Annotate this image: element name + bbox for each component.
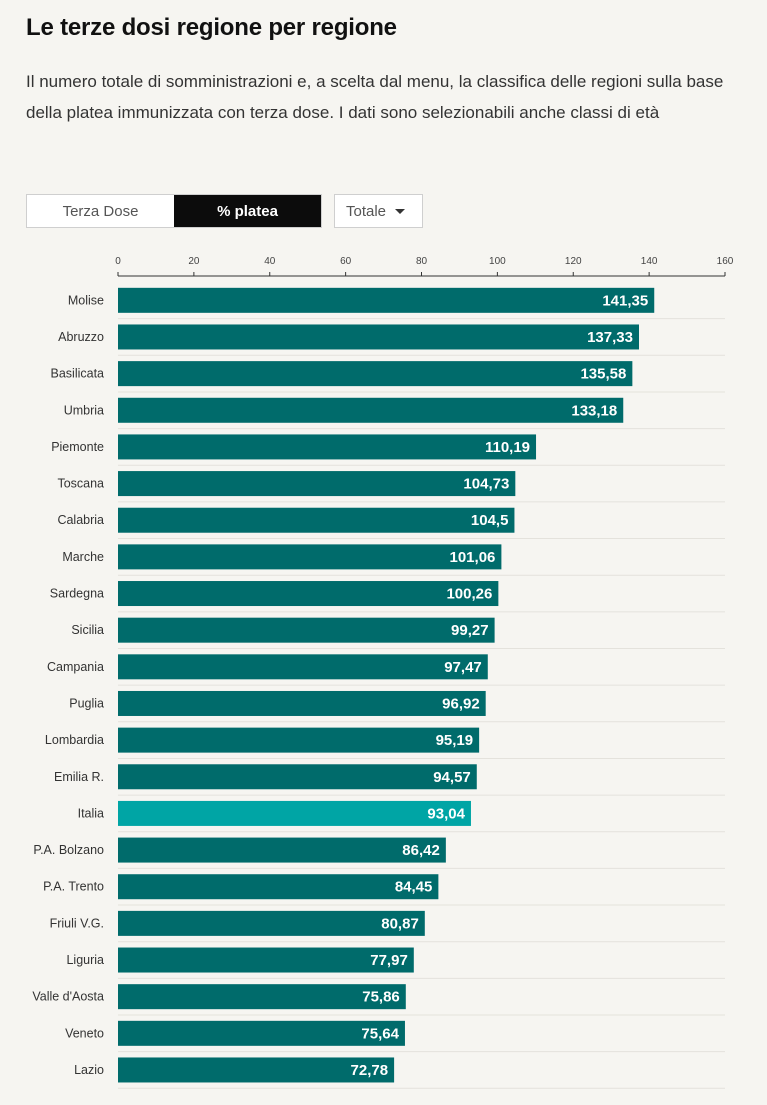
data-label: 99,27 <box>451 622 489 639</box>
bar <box>118 690 486 716</box>
category-label: Molise <box>68 293 104 307</box>
data-label: 80,87 <box>381 915 419 932</box>
data-label: 84,45 <box>395 879 433 896</box>
bar <box>118 617 495 643</box>
bar <box>118 471 516 497</box>
x-tick-label: 0 <box>115 256 121 267</box>
data-label: 135,58 <box>580 366 626 383</box>
bar <box>118 947 414 973</box>
data-label: 75,64 <box>361 1025 399 1042</box>
data-label: 72,78 <box>351 1062 389 1079</box>
data-label: 137,33 <box>587 329 633 346</box>
x-tick-label: 20 <box>188 256 200 267</box>
x-tick-label: 80 <box>416 256 428 267</box>
bar <box>118 544 502 570</box>
data-label: 95,19 <box>436 732 474 749</box>
category-label: Toscana <box>57 477 104 491</box>
metric-toggle: Terza Dose % platea <box>26 194 322 228</box>
category-label: Valle d'Aosta <box>32 990 104 1004</box>
bar <box>118 910 425 936</box>
chart-subtitle: Il numero totale di somministrazioni e, … <box>26 72 724 122</box>
data-label: 97,47 <box>444 659 482 676</box>
category-label: Puglia <box>69 696 104 710</box>
x-tick-label: 120 <box>565 256 582 267</box>
chart-title: Le terze dosi regione per regione <box>26 14 397 41</box>
data-label: 101,06 <box>450 549 496 566</box>
category-label: Calabria <box>57 513 104 527</box>
category-label: P.A. Trento <box>43 880 104 894</box>
category-label: Campania <box>47 660 104 674</box>
chevron-down-icon <box>395 208 406 214</box>
bar <box>118 764 477 790</box>
category-label: Sardegna <box>50 587 104 601</box>
bar <box>118 507 515 533</box>
data-label: 77,97 <box>370 952 408 969</box>
category-label: P.A. Bolzano <box>33 843 104 857</box>
data-label: 94,57 <box>433 769 471 786</box>
category-label: Piemonte <box>51 440 104 454</box>
bar <box>118 1057 395 1083</box>
x-tick-label: 40 <box>264 256 276 267</box>
category-label: Umbria <box>64 403 104 417</box>
data-label: 104,5 <box>471 512 509 529</box>
bar <box>118 397 624 423</box>
category-label: Sicilia <box>71 623 104 637</box>
bar <box>118 287 655 313</box>
category-label: Liguria <box>66 953 104 967</box>
category-label: Friuli V.G. <box>50 916 104 930</box>
data-label: 110,19 <box>485 439 530 456</box>
data-label: 75,86 <box>362 989 400 1006</box>
data-label: 104,73 <box>463 476 509 493</box>
category-label: Veneto <box>65 1026 104 1040</box>
category-label: Lombardia <box>45 733 104 747</box>
category-label: Italia <box>78 806 104 820</box>
x-tick-label: 60 <box>340 256 352 267</box>
category-label: Lazio <box>74 1063 104 1077</box>
bar <box>118 361 633 387</box>
data-label: 86,42 <box>402 842 440 859</box>
bar <box>118 984 406 1010</box>
bar <box>118 837 446 863</box>
data-label: 141,35 <box>602 292 648 309</box>
data-label: 93,04 <box>427 805 465 822</box>
data-label: 96,92 <box>442 695 480 712</box>
bar <box>118 581 499 607</box>
bar <box>118 727 480 753</box>
bar-chart: 0 20 40 60 80 100 120 140 160 Molise 141,35 Abruzzo… <box>32 256 734 1089</box>
category-label: Emilia R. <box>54 770 104 784</box>
age-class-select[interactable]: Totale <box>334 194 423 228</box>
toggle-percent-platea-button[interactable]: % platea <box>174 195 321 227</box>
bar-highlight <box>118 800 471 826</box>
x-tick-label: 160 <box>717 256 734 267</box>
bar <box>118 324 639 350</box>
age-class-select-value: Totale <box>346 202 387 220</box>
data-label: 100,26 <box>446 586 492 603</box>
category-label: Abruzzo <box>58 330 104 344</box>
bar <box>118 874 439 900</box>
bar <box>118 654 488 680</box>
category-label: Basilicata <box>51 367 105 381</box>
toggle-terza-dose-button[interactable]: Terza Dose <box>62 202 139 220</box>
x-tick-label: 100 <box>489 256 506 267</box>
category-label: Marche <box>62 550 104 564</box>
x-tick-label: 140 <box>641 256 658 267</box>
bar <box>118 434 537 460</box>
bar <box>118 1020 405 1046</box>
data-label: 133,18 <box>571 402 617 419</box>
